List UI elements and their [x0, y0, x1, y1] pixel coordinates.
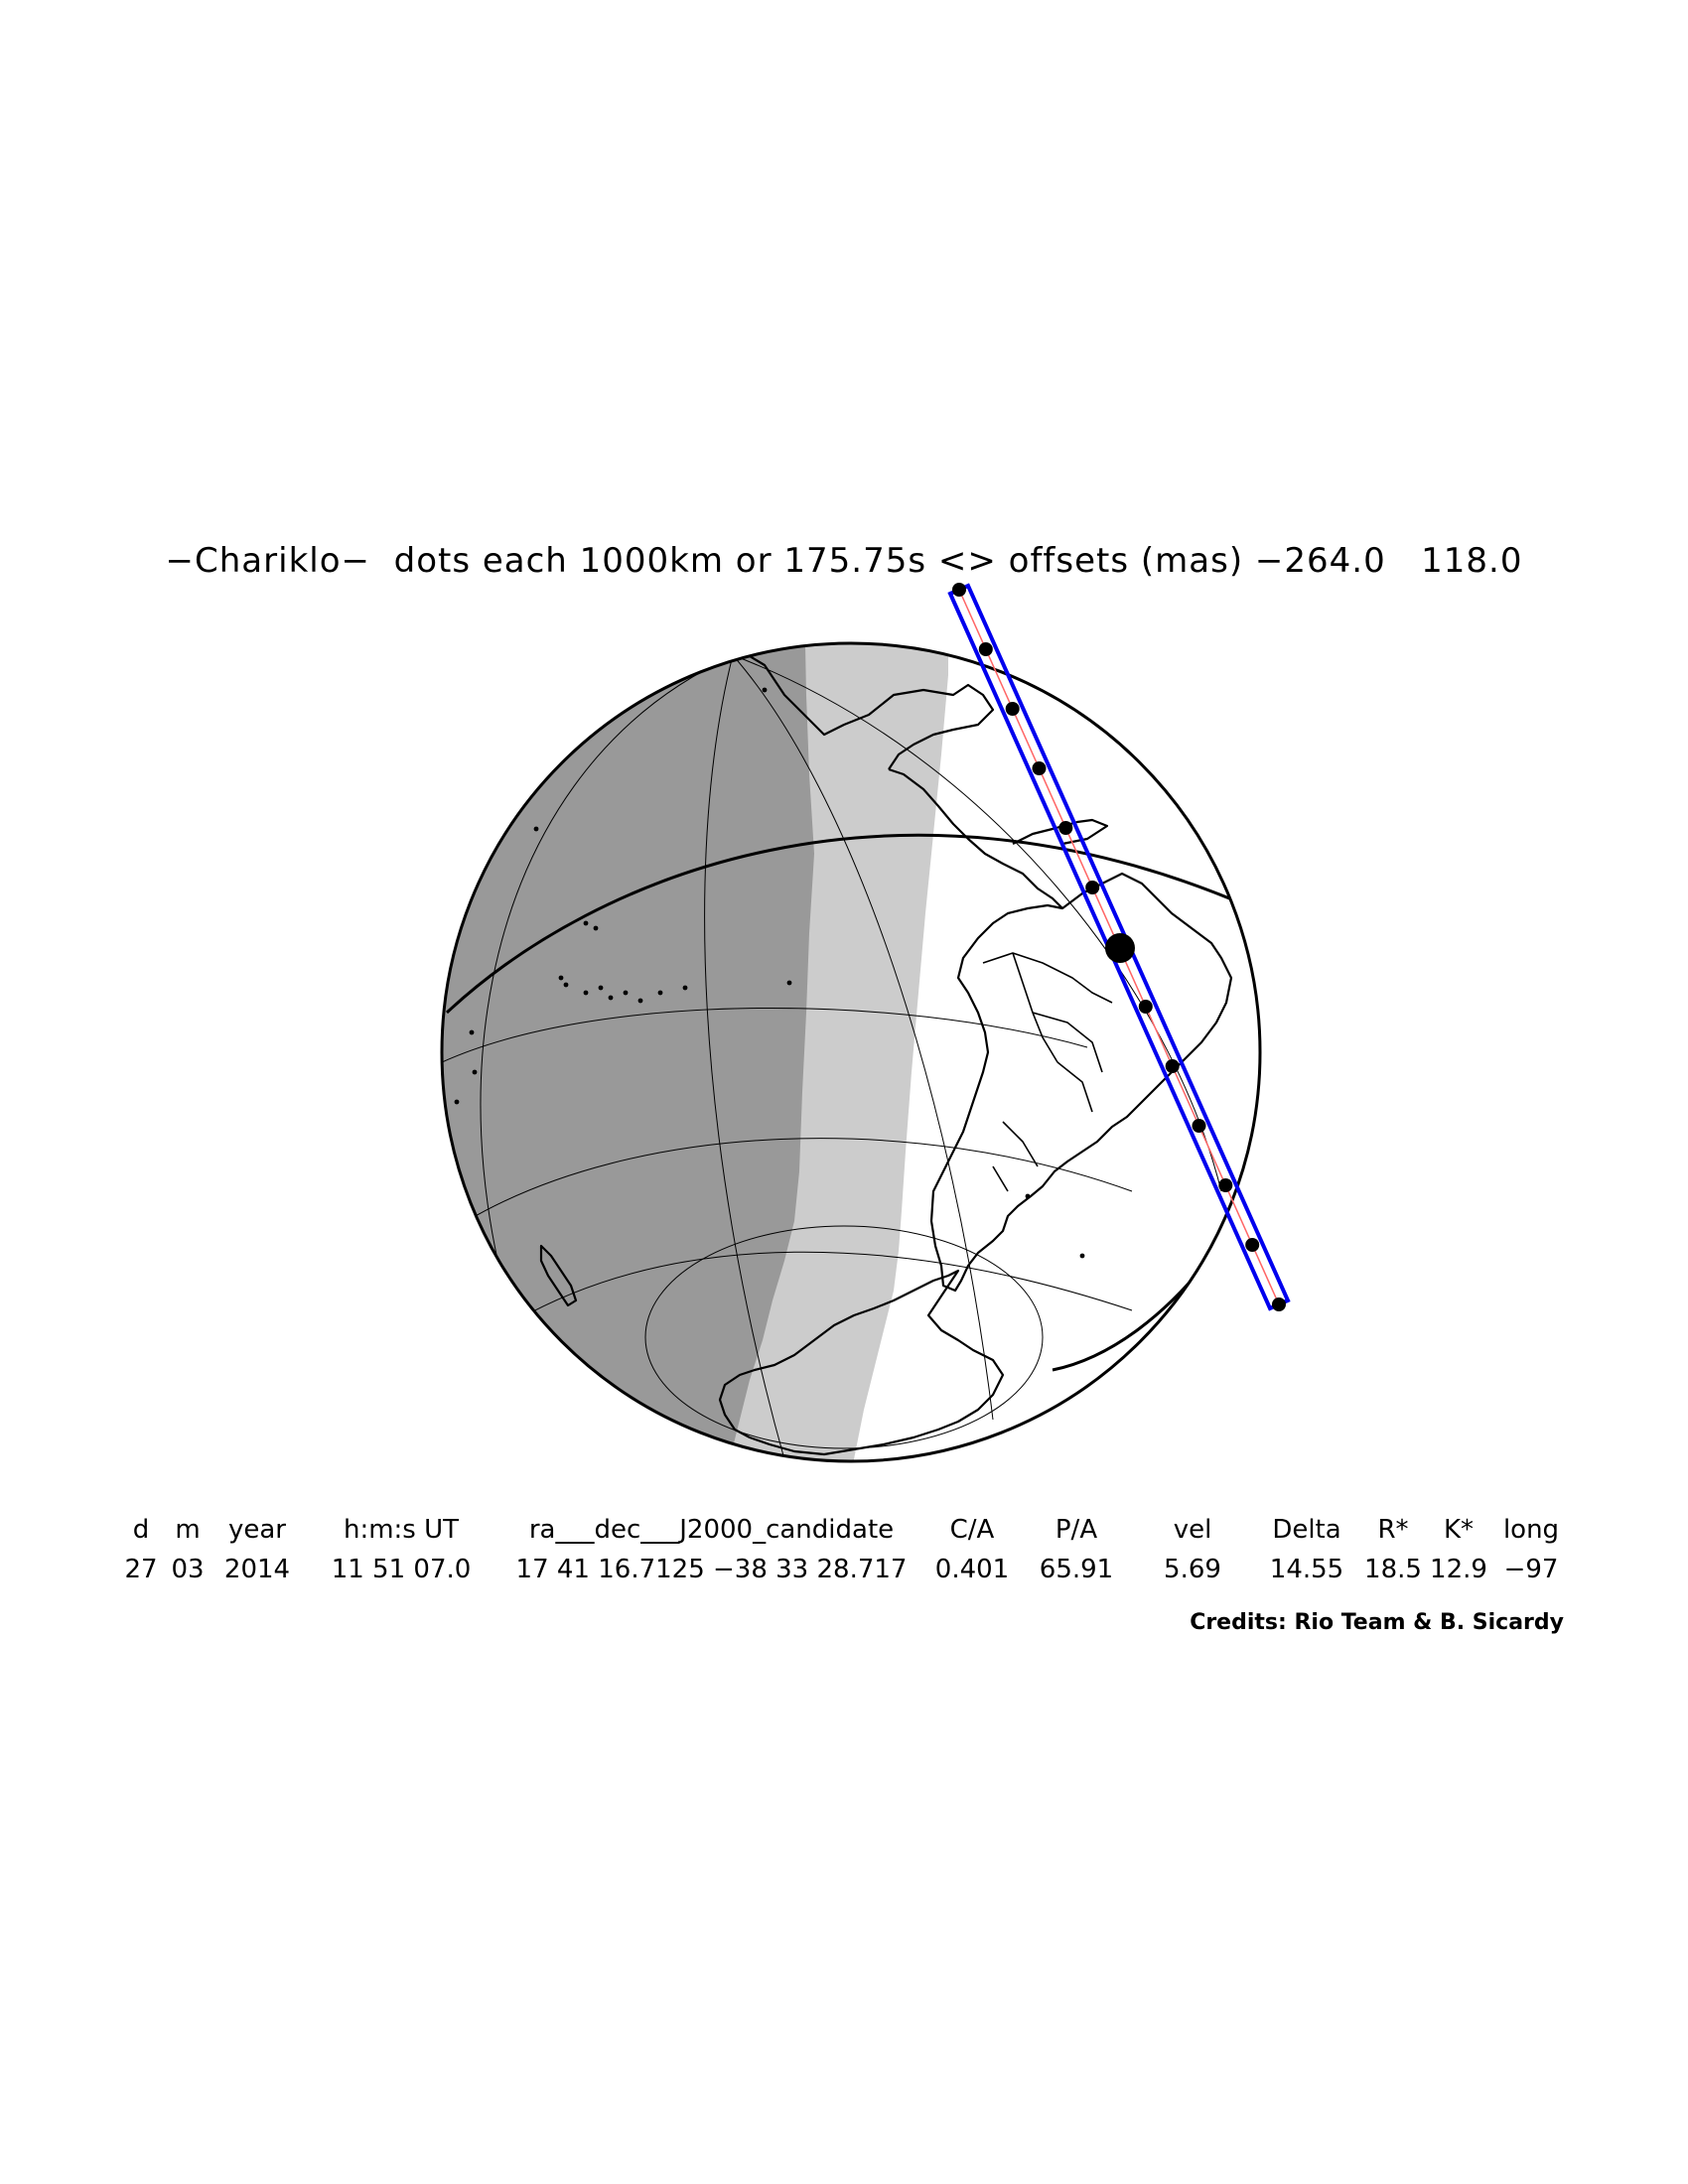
island-dot [608, 995, 614, 1001]
value-kstar: 12.9 [1430, 1555, 1487, 1584]
map-title: −Chariklo− dots each 1000km or 175.75s <… [165, 541, 1523, 581]
antarctica-coast [718, 1269, 1005, 1456]
value-pa: 65.91 [1039, 1555, 1114, 1584]
track-dot [1032, 761, 1047, 775]
track-dot [1005, 702, 1020, 716]
header-m: m [175, 1515, 201, 1545]
coastlines [539, 649, 1233, 1456]
track-dot [978, 642, 993, 656]
island-dot [472, 1069, 478, 1075]
header-long: long [1502, 1515, 1560, 1545]
value-delta: 14.55 [1269, 1555, 1344, 1584]
header-radec: ra___dec___J2000_candidate [528, 1515, 895, 1545]
track-dot [952, 583, 966, 597]
track-points [952, 583, 1286, 1311]
island-dot [454, 1099, 460, 1105]
equator-line [445, 833, 1247, 1015]
track-dot [1192, 1119, 1206, 1133]
island-dot [563, 982, 569, 988]
event-info-value-row: 27 03 2014 11 51 07.0 17 41 16.7125 −38 … [119, 1555, 1572, 1584]
credits-text: Credits: Rio Team & B. Sicardy [1190, 1610, 1564, 1635]
closest-approach-marker [1105, 933, 1135, 963]
header-delta: Delta [1272, 1515, 1341, 1545]
pacific-islands [454, 687, 1085, 1259]
latitude-line [442, 1007, 1088, 1063]
event-info-header-row: d m year h:m:s UT ra___dec___J2000_candi… [119, 1515, 1572, 1555]
south-america-borders [982, 952, 1113, 1192]
south-america-coast [929, 872, 1233, 1293]
header-vel: vel [1173, 1515, 1212, 1545]
value-m: 03 [171, 1555, 205, 1584]
header-d: d [132, 1515, 150, 1545]
north-america-coast [739, 649, 995, 770]
value-long: −97 [1503, 1555, 1559, 1584]
island-dot [637, 998, 643, 1004]
meridian-line [704, 654, 785, 1460]
header-rstar: R* [1377, 1515, 1409, 1545]
island-dot [762, 687, 768, 693]
island-dot [786, 980, 792, 986]
event-info-table: d m year h:m:s UT ra___dec___J2000_candi… [119, 1515, 1572, 1584]
island-dot [657, 990, 663, 996]
track-dot [1138, 1000, 1153, 1014]
meridian-line [732, 654, 994, 1421]
island-dot [533, 826, 539, 832]
track-dot [1218, 1178, 1233, 1192]
night-region [442, 643, 814, 1461]
island-dot [583, 920, 589, 926]
track-dot [1165, 1059, 1180, 1073]
island-dot [593, 925, 599, 931]
island-dot [682, 985, 688, 991]
polar-circle [644, 1225, 1044, 1449]
header-pa: P/A [1055, 1515, 1098, 1545]
track-dot [1085, 881, 1100, 894]
island-dot [598, 985, 604, 991]
track-dot [1245, 1238, 1260, 1252]
island-dot [469, 1029, 475, 1035]
value-rstar: 18.5 [1364, 1555, 1422, 1584]
shadow-path [947, 583, 1291, 1311]
latitude-line [515, 1251, 1133, 1321]
caribbean-coast [1012, 818, 1109, 846]
value-radec: 17 41 16.7125 −38 33 28.717 [515, 1555, 908, 1584]
sunlight-shading [442, 643, 1260, 1461]
island-dot [1079, 1253, 1085, 1259]
value-hms: 11 51 07.0 [331, 1555, 472, 1584]
graticule [442, 654, 1222, 1460]
island-dot [1025, 1193, 1031, 1199]
header-ca: C/A [949, 1515, 995, 1545]
track-dot [1058, 821, 1073, 835]
track-dot [1272, 1297, 1286, 1311]
island-dot [623, 990, 629, 996]
central-america-coast [888, 767, 1063, 909]
new-zealand-coast [539, 1244, 578, 1307]
globe-outline [440, 641, 1262, 1463]
island-dot [583, 990, 589, 996]
meridian-line [732, 654, 1222, 1192]
value-year: 2014 [223, 1555, 291, 1584]
header-kstar: K* [1443, 1515, 1475, 1545]
header-hms: h:m:s UT [343, 1515, 460, 1545]
value-d: 27 [124, 1555, 158, 1584]
value-ca: 0.401 [934, 1555, 1010, 1584]
value-vel: 5.69 [1164, 1555, 1221, 1584]
header-year: year [227, 1515, 286, 1545]
island-dot [558, 975, 564, 981]
